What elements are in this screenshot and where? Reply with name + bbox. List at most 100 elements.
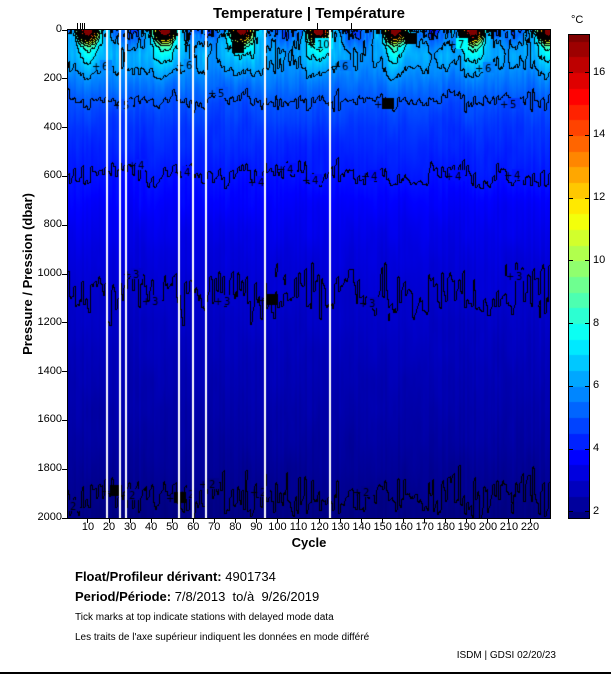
colorbar-tick-mark [569,448,573,450]
colorbar-tick-mark [585,323,589,325]
x-tick-label: 20 [102,521,116,533]
delayed-mode-tick-mark [83,23,85,29]
delayed-mode-tick-mark [79,23,81,29]
y-tick-label: 1800 [37,462,62,475]
x-tick-mark [150,519,152,523]
y-tick-mark [62,78,67,80]
delayed-mode-tick-mark [77,23,79,29]
colorbar-unit-label: °C [571,14,584,26]
y-tick-mark [62,273,67,275]
y-tick-label: 1200 [37,315,62,328]
colorbar-tick-mark [569,385,573,387]
colorbar-tick-label: 12 [593,191,606,204]
colorbar-tick-mark [585,448,589,450]
colorbar-tick-label: 14 [593,128,606,141]
x-tick-mark [129,519,131,523]
x-tick-label: 40 [145,521,158,533]
x-tick-label: 140 [352,521,371,533]
x-tick-mark [234,519,236,523]
colorbar-tick-mark [569,134,573,136]
y-tick-mark [62,224,67,226]
colorbar-tick-mark [585,72,589,74]
colorbar-canvas [568,34,590,519]
x-tick-mark [213,519,215,523]
x-tick-mark [508,519,510,523]
x-tick-mark [319,519,321,523]
x-tick-mark [340,519,342,523]
x-tick-mark [108,519,110,523]
x-tick-label: 90 [250,521,263,533]
colorbar-tick-mark [585,511,589,513]
x-tick-mark [192,519,194,523]
x-tick-label: 120 [310,521,329,533]
x-tick-label: 110 [289,521,308,533]
x-axis-label: Cycle [291,535,327,550]
float-id-value: 4901734 [225,569,276,584]
x-tick-mark [297,519,299,523]
x-tick-label: 100 [268,521,287,533]
x-tick-label: 160 [394,521,413,533]
chart-title: Temperature | Température [212,5,406,22]
x-tick-mark [276,519,278,523]
colorbar-tick-mark [569,511,573,513]
period-value: 7/8/2013 to/à 9/26/2019 [174,589,320,604]
x-tick-mark [255,519,257,523]
y-tick-label: 200 [43,71,62,84]
x-tick-mark [87,519,89,523]
x-tick-label: 220 [520,521,540,533]
float-id-label: Float/Profileur dérivant: [75,569,222,584]
colorbar-tick-mark [585,385,589,387]
x-tick-mark [171,519,173,523]
delayed-mode-tick-mark [317,23,319,29]
delayed-mode-tick-mark [351,23,353,29]
x-tick-label: 170 [415,521,434,533]
colorbar-tick-label: 2 [593,504,600,517]
x-tick-mark [529,519,531,523]
x-tick-label: 30 [123,521,137,533]
note-delayed-mode-en: Tick marks at top indicate stations with… [75,612,334,623]
credit-text: ISDM | GDSI 02/20/23 [456,650,556,661]
x-tick-label: 70 [208,521,221,533]
colorbar-tick-label: 4 [593,442,600,454]
y-tick-mark [62,371,67,373]
colorbar-tick-label: 8 [593,316,600,329]
colorbar-tick-label: 6 [593,379,600,392]
colorbar-tick-label: 16 [593,65,606,78]
temperature-heatmap-canvas [68,30,550,518]
x-tick-label: 210 [499,521,519,533]
x-tick-label: 130 [331,521,350,533]
x-tick-mark [487,519,489,523]
colorbar-tick-label: 10 [593,253,606,266]
x-tick-label: 150 [373,521,392,533]
x-tick-label: 200 [478,521,498,533]
y-tick-mark [62,419,67,421]
period-label: Period/Période: [75,589,172,604]
x-tick-label: 10 [81,521,95,533]
x-tick-mark [382,519,384,523]
x-tick-mark [361,519,363,523]
y-tick-mark [62,29,67,31]
x-tick-mark [424,519,426,523]
x-tick-label: 190 [457,521,477,533]
y-tick-label: 1400 [37,364,62,377]
y-tick-mark [62,175,67,177]
y-tick-mark [62,517,67,519]
y-tick-mark [62,468,67,470]
y-tick-label: 1600 [37,413,62,426]
y-tick-label: 800 [43,218,62,231]
x-tick-label: 60 [187,521,200,533]
colorbar-tick-mark [569,197,573,199]
colorbar-tick-mark [569,323,573,325]
x-tick-mark [403,519,405,523]
y-tick-mark [62,127,67,129]
note-delayed-mode-fr: Les traits de l'axe supérieur indiquent … [75,632,370,643]
colorbar-tick-mark [569,72,573,74]
x-tick-label: 180 [436,521,455,533]
y-tick-label: 400 [43,120,62,133]
colorbar-tick-mark [585,260,589,262]
colorbar-tick-mark [585,134,589,136]
period-line: Period/Période: 7/8/2013 to/à 9/26/2019 [75,589,319,604]
y-tick-label: 2000 [37,511,62,523]
colorbar-tick-mark [585,197,589,199]
